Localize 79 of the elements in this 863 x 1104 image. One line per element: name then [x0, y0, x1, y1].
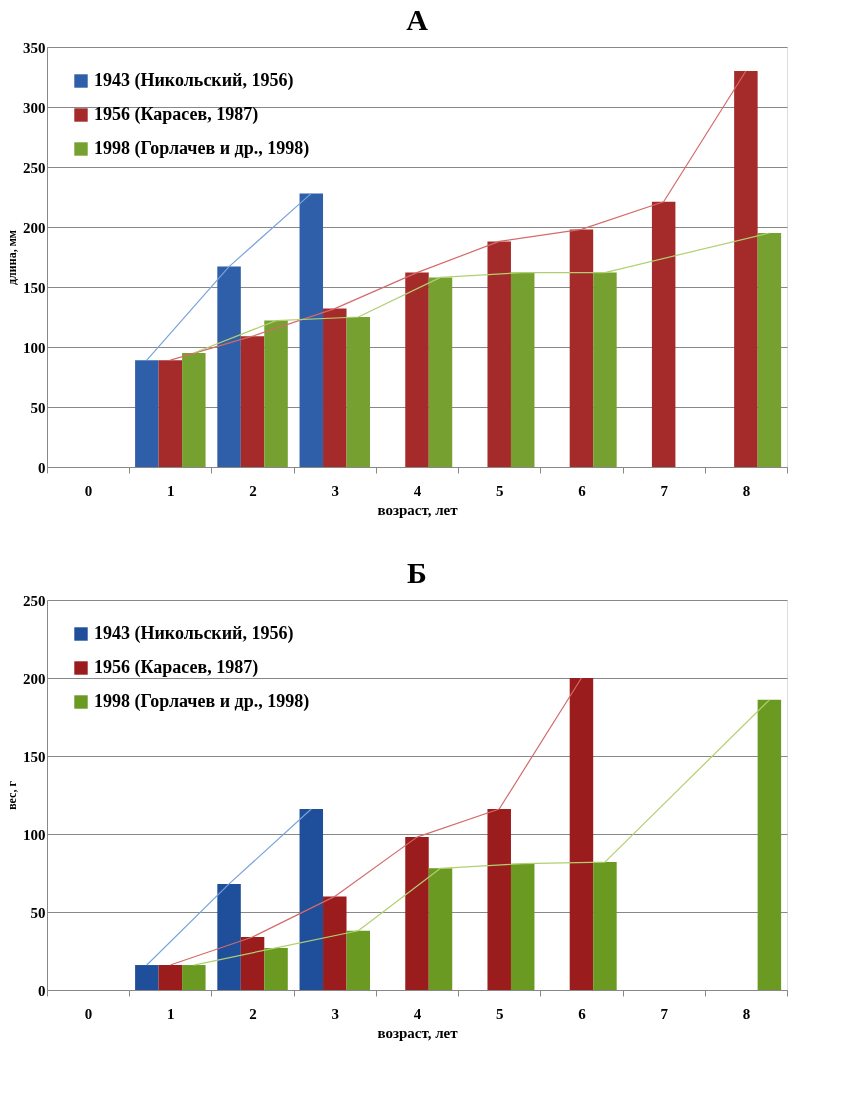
bar	[487, 809, 511, 990]
x-tick-label: 3	[331, 482, 340, 499]
bar	[323, 896, 347, 990]
x-tick-label: 8	[742, 1005, 751, 1022]
bar	[569, 229, 594, 467]
x-axis-title: возраст, лет	[377, 1024, 459, 1041]
bar	[510, 272, 535, 467]
x-tick-label: 2	[249, 482, 257, 499]
y-tick-label: 250	[23, 159, 46, 176]
bar	[405, 837, 429, 990]
bar	[217, 266, 241, 467]
bar	[757, 233, 782, 467]
x-tick-label: 3	[331, 1005, 340, 1022]
bar	[158, 360, 183, 467]
y-tick-label: 200	[23, 670, 46, 687]
bar	[135, 360, 159, 467]
bar	[323, 308, 347, 467]
bar	[299, 193, 324, 467]
bar	[182, 353, 206, 467]
y-tick-label: 150	[23, 748, 46, 765]
x-axis-title: возраст, лет	[377, 501, 459, 518]
x-tick-label: 4	[413, 1005, 422, 1022]
y-tick-label: 50	[30, 399, 46, 416]
y-tick-label: 50	[30, 904, 46, 921]
legend-label: 1998 (Горлачев и др., 1998)	[94, 138, 310, 159]
bar	[734, 71, 758, 467]
legend-label: 1956 (Карасев, 1987)	[94, 657, 259, 678]
y-tick-label: 0	[38, 459, 46, 476]
x-tick-label: 4	[413, 482, 422, 499]
chart-title: А	[406, 3, 429, 36]
bar	[299, 809, 324, 990]
y-tick-label: 350	[23, 39, 46, 56]
bar	[346, 930, 371, 990]
bar	[240, 936, 265, 990]
bar	[428, 868, 453, 990]
bar	[593, 862, 617, 990]
x-tick-label: 2	[249, 1005, 257, 1022]
y-tick-label: 150	[23, 279, 46, 296]
y-tick-label: 0	[38, 982, 46, 999]
line-series	[193, 232, 770, 354]
bar	[428, 277, 453, 467]
legend-label: 1998 (Горлачев и др., 1998)	[94, 691, 310, 712]
bar	[158, 965, 183, 990]
x-tick-label: 5	[495, 482, 504, 499]
x-tick-label: 1	[167, 482, 175, 499]
x-tick-label: 8	[742, 482, 751, 499]
bar	[264, 320, 288, 467]
y-tick-label: 200	[23, 219, 46, 236]
x-tick-label: 7	[660, 482, 669, 499]
legend-label: 1956 (Карасев, 1987)	[94, 104, 259, 125]
y-axis-title: вес, г	[5, 780, 19, 810]
x-tick-label: 0	[84, 1005, 93, 1022]
bar	[757, 699, 782, 990]
x-tick-label: 1	[167, 1005, 175, 1022]
bar	[135, 965, 159, 990]
bar	[510, 863, 535, 990]
bar	[217, 883, 241, 990]
bar	[651, 201, 676, 467]
chart-title: Б	[407, 556, 427, 589]
x-tick-label: 6	[578, 482, 587, 499]
bar	[264, 947, 288, 990]
y-tick-label: 300	[23, 99, 46, 116]
y-tick-label: 250	[23, 592, 46, 609]
x-tick-label: 0	[84, 482, 93, 499]
x-tick-label: 6	[578, 1005, 587, 1022]
legend-label: 1943 (Никольский, 1956)	[94, 70, 294, 91]
x-tick-label: 5	[495, 1005, 504, 1022]
bar	[182, 965, 206, 990]
bar	[593, 272, 617, 467]
y-tick-label: 100	[23, 339, 46, 356]
legend-label: 1943 (Никольский, 1956)	[94, 623, 294, 644]
y-axis-title: длина, мм	[5, 230, 19, 285]
bar	[346, 317, 371, 467]
bar	[240, 336, 265, 467]
bar	[405, 272, 429, 467]
bar	[569, 678, 594, 990]
bar	[487, 241, 511, 467]
x-tick-label: 7	[660, 1005, 669, 1022]
y-tick-label: 100	[23, 826, 46, 843]
